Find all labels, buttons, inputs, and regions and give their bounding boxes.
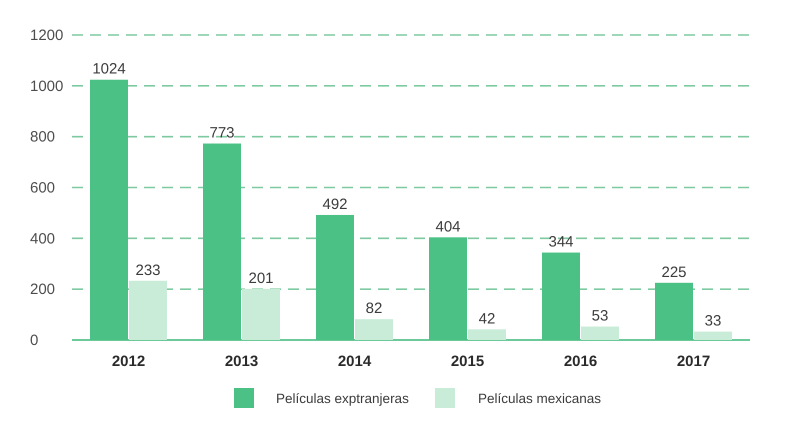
svg-text:Películas mexicanas: Películas mexicanas [478, 391, 601, 406]
svg-text:201: 201 [248, 270, 273, 287]
svg-text:82: 82 [366, 300, 383, 317]
svg-text:2017: 2017 [677, 353, 710, 370]
svg-text:600: 600 [30, 180, 55, 197]
svg-text:2012: 2012 [112, 353, 145, 370]
svg-text:1000: 1000 [30, 78, 63, 95]
svg-text:Películas exptranjeras: Películas exptranjeras [276, 391, 409, 406]
svg-text:1200: 1200 [30, 27, 63, 44]
svg-text:33: 33 [705, 313, 722, 330]
svg-text:404: 404 [435, 218, 460, 235]
svg-text:2016: 2016 [564, 353, 597, 370]
svg-text:53: 53 [592, 308, 609, 325]
svg-text:0: 0 [30, 332, 38, 349]
svg-text:200: 200 [30, 281, 55, 298]
svg-text:492: 492 [322, 196, 347, 213]
svg-text:2013: 2013 [225, 353, 258, 370]
svg-text:225: 225 [661, 264, 686, 281]
svg-text:42: 42 [479, 310, 496, 327]
svg-text:400: 400 [30, 230, 55, 247]
svg-text:344: 344 [548, 234, 573, 251]
svg-text:2014: 2014 [338, 353, 372, 370]
svg-text:233: 233 [135, 262, 160, 279]
svg-text:1024: 1024 [92, 61, 125, 78]
svg-text:773: 773 [209, 125, 234, 142]
svg-text:2015: 2015 [451, 353, 484, 370]
svg-text:800: 800 [30, 129, 55, 146]
